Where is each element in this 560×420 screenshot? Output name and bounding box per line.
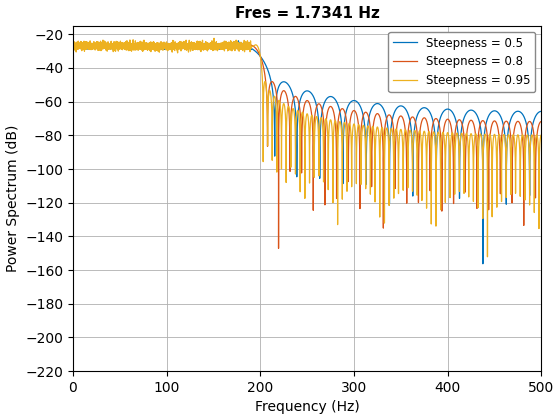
Steepness = 0.5 xyxy=(408,126,414,131)
Line: Steepness = 0.8: Steepness = 0.8 xyxy=(73,43,542,248)
Steepness = 0.95 xyxy=(538,132,545,137)
Steepness = 0.8 xyxy=(264,103,271,108)
Steepness = 0.95 xyxy=(484,254,491,259)
Line: Steepness = 0.5: Steepness = 0.5 xyxy=(73,41,542,264)
Steepness = 0.8 xyxy=(319,108,325,113)
Steepness = 0.5 xyxy=(538,109,545,114)
Steepness = 0.8 xyxy=(275,246,282,251)
Steepness = 0.95 xyxy=(319,118,325,123)
Steepness = 0.8 xyxy=(408,116,414,121)
Legend: Steepness = 0.5, Steepness = 0.8, Steepness = 0.95: Steepness = 0.5, Steepness = 0.8, Steepn… xyxy=(389,32,535,92)
Steepness = 0.5 xyxy=(210,44,217,49)
Steepness = 0.5 xyxy=(235,38,242,43)
Steepness = 0.95 xyxy=(69,45,76,50)
Steepness = 0.5 xyxy=(264,68,271,73)
Steepness = 0.5 xyxy=(69,43,76,48)
Steepness = 0.8 xyxy=(210,45,217,50)
Steepness = 0.95 xyxy=(260,84,267,89)
Line: Steepness = 0.95: Steepness = 0.95 xyxy=(73,38,542,257)
Steepness = 0.95 xyxy=(210,44,217,49)
Steepness = 0.5 xyxy=(479,261,486,266)
Steepness = 0.95 xyxy=(211,36,217,41)
Steepness = 0.5 xyxy=(260,59,267,64)
Y-axis label: Power Spectrum (dB): Power Spectrum (dB) xyxy=(6,125,20,272)
Steepness = 0.5 xyxy=(319,109,325,114)
Steepness = 0.5 xyxy=(470,108,477,113)
Steepness = 0.8 xyxy=(243,40,250,45)
Steepness = 0.95 xyxy=(264,107,271,112)
Steepness = 0.95 xyxy=(408,131,414,136)
Steepness = 0.8 xyxy=(470,120,477,125)
Title: Fres = 1.7341 Hz: Fres = 1.7341 Hz xyxy=(235,5,380,21)
Steepness = 0.95 xyxy=(470,152,477,157)
Steepness = 0.8 xyxy=(69,44,76,49)
Steepness = 0.8 xyxy=(538,119,545,124)
X-axis label: Frequency (Hz): Frequency (Hz) xyxy=(255,400,360,415)
Steepness = 0.8 xyxy=(260,67,267,72)
